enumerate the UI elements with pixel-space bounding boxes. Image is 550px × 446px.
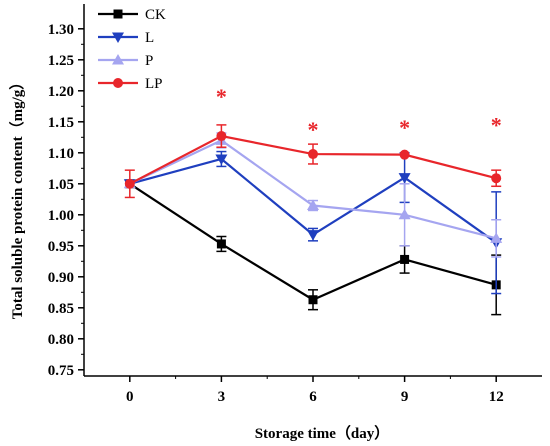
x-tick-label: 3 xyxy=(218,389,226,405)
y-tick-label: 1.10 xyxy=(48,146,74,162)
y-tick-label: 1.15 xyxy=(48,115,74,131)
y-tick-label: 0.85 xyxy=(48,301,74,317)
y-tick-label: 1.30 xyxy=(48,22,74,38)
x-axis-ticks: 0 3 6 9 12 xyxy=(126,376,504,405)
data-point-l xyxy=(307,230,319,241)
x-tick-label: 6 xyxy=(309,389,317,405)
y-tick-label: 1.00 xyxy=(48,208,74,224)
legend-label-p: P xyxy=(145,53,153,69)
legend-item-ck: CK xyxy=(98,7,166,23)
data-point-p xyxy=(307,199,319,210)
y-tick-label: 1.05 xyxy=(48,177,74,193)
legend-label-lp: LP xyxy=(145,76,163,92)
legend-item-lp: LP xyxy=(98,76,163,92)
data-point-lp xyxy=(124,178,135,189)
legend-item-p: P xyxy=(98,53,153,69)
series-l xyxy=(123,150,503,295)
legend-label-l: L xyxy=(145,30,154,46)
significance-star: * xyxy=(399,115,410,140)
y-tick-label: 0.80 xyxy=(48,332,74,348)
legend-label-ck: CK xyxy=(145,7,166,23)
series-ck xyxy=(125,179,502,316)
y-tick-label: 1.25 xyxy=(48,53,74,69)
x-tick-label: 9 xyxy=(401,389,409,405)
x-axis-title: Storage time（day） xyxy=(255,424,390,442)
y-tick-label: 0.75 xyxy=(48,363,74,379)
y-axis-ticks: 0.75 0.80 0.85 0.90 0.95 1.00 1.05 1.10 1.15 1.20… xyxy=(48,22,84,379)
series-lp xyxy=(124,124,502,199)
legend-marker-l xyxy=(112,32,124,43)
data-point-lp xyxy=(308,149,318,160)
y-tick-label: 1.20 xyxy=(48,84,74,100)
data-point-p xyxy=(490,232,503,243)
data-point-l xyxy=(398,173,411,184)
legend-marker-ck xyxy=(113,9,123,19)
data-point-ck xyxy=(216,239,226,249)
legend-marker-p xyxy=(112,54,124,65)
data-point-lp xyxy=(399,149,410,160)
x-tick-label: 12 xyxy=(489,389,504,405)
legend-marker-lp xyxy=(113,78,123,88)
legend: CK LP LP xyxy=(98,7,166,92)
data-point-lp xyxy=(491,173,502,184)
y-axis-title: Total soluble protein content（mg/g） xyxy=(8,75,26,320)
x-tick-label: 0 xyxy=(126,389,134,405)
data-point-ck xyxy=(400,254,410,264)
significance-star: * xyxy=(308,117,319,142)
legend-item-l: L xyxy=(98,30,154,46)
series-layer xyxy=(123,124,503,316)
significance-annotations: * * * * xyxy=(216,84,502,142)
data-point-p xyxy=(398,208,411,220)
data-point-lp xyxy=(216,131,227,142)
significance-star: * xyxy=(216,84,227,109)
data-point-ck xyxy=(308,295,318,305)
significance-star: * xyxy=(491,113,502,138)
y-tick-label: 0.90 xyxy=(48,270,74,286)
y-tick-label: 0.95 xyxy=(48,239,74,255)
data-point-l xyxy=(215,154,228,165)
